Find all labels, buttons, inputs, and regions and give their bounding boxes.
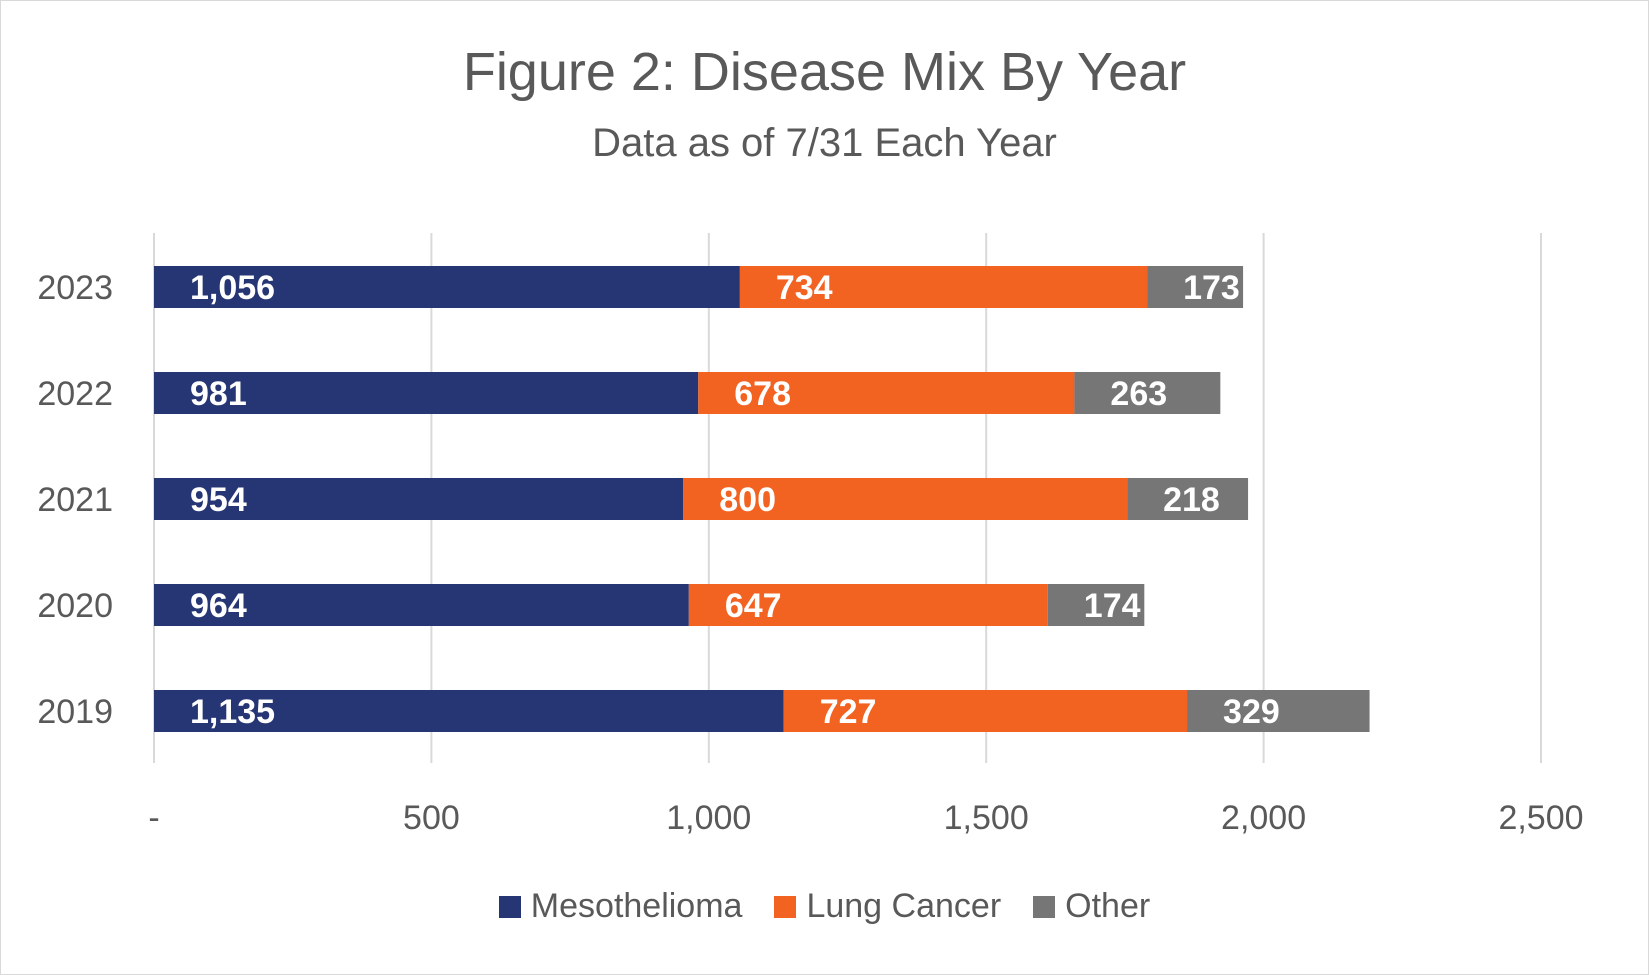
legend-label-lung-cancer: Lung Cancer [806,887,1002,925]
data-label: 174 [1084,587,1141,625]
legend-item-other: Other [1033,887,1150,926]
legend-label-other: Other [1065,887,1151,925]
data-label: 678 [734,375,791,413]
bar-segment-mesothelioma [154,266,740,308]
legend-label-mesothelioma: Mesothelioma [530,887,743,925]
bar-segment-mesothelioma [154,372,699,414]
data-label: 964 [190,587,247,625]
bar-segment-other [1147,266,1244,308]
bar-segment-other [1187,690,1370,732]
bar-segment-other [1127,478,1249,520]
bar-segment-mesothelioma [154,478,684,520]
data-label: 173 [1183,269,1240,307]
y-category-label: 2023 [37,269,113,307]
legend-item-mesothelioma: Mesothelioma [498,887,743,926]
data-label: 727 [820,693,877,731]
legend-swatch-mesothelioma [498,895,521,918]
x-tick-label: 1,500 [944,799,1029,837]
bar-segment-mesothelioma [154,584,689,626]
y-category-label: 2020 [37,587,113,625]
bar-segment-lung-cancer [683,478,1128,520]
data-label: 263 [1110,375,1167,413]
y-category-label: 2019 [37,693,113,731]
bar-segment-lung-cancer [783,690,1188,732]
chart-title: Figure 2: Disease Mix By Year [462,42,1187,102]
y-category-label: 2021 [37,481,113,519]
data-label: 954 [190,481,247,519]
legend-item-lung-cancer: Lung Cancer [774,887,1001,926]
bar-segment-lung-cancer [739,266,1148,308]
legend-swatch-other [1033,895,1056,918]
data-label: 647 [725,587,782,625]
chart-subtitle: Data as of 7/31 Each Year [592,121,1057,165]
data-label: 218 [1163,481,1220,519]
y-category-label: 2022 [37,375,113,413]
x-tick-label: - [148,799,159,837]
bar-segment-other [1074,372,1221,414]
data-label: 1,056 [190,269,275,307]
bar-segment-lung-cancer [688,584,1048,626]
x-tick-label: 500 [403,799,460,837]
x-tick-label: 2,000 [1221,799,1306,837]
bar-segment-mesothelioma [154,690,784,732]
legend-swatch-lung-cancer [774,895,797,918]
x-tick-label: 2,500 [1498,799,1583,837]
data-label: 734 [776,269,833,307]
data-label: 329 [1223,693,1280,731]
x-tick-label: 1,000 [666,799,751,837]
legend: Mesothelioma Lung Cancer Other [1,887,1648,926]
data-label: 1,135 [190,693,275,731]
data-label: 981 [190,375,247,413]
bar-segment-other [1047,584,1145,626]
bar-segment-lung-cancer [698,372,1075,414]
data-label: 800 [719,481,776,519]
